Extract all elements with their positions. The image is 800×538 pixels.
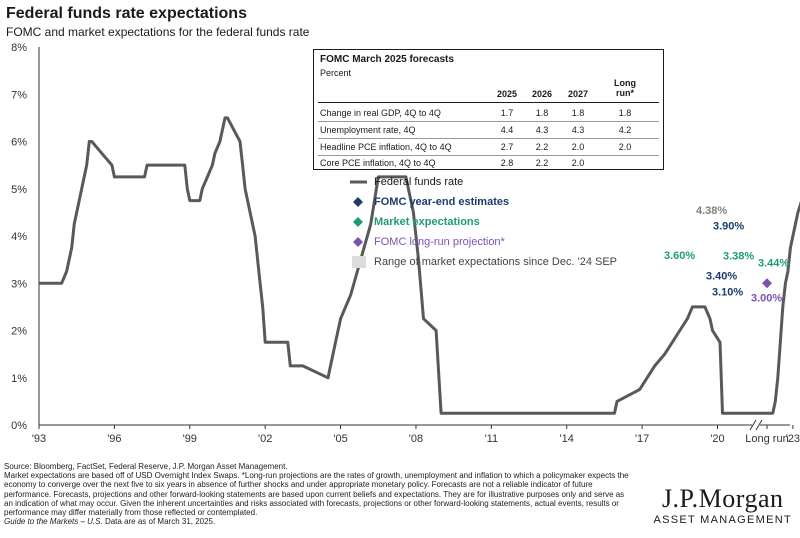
table-cell: 1.8 [535,108,549,118]
jpmorgan-logo: J.P.Morgan ASSET MANAGEMENT [653,484,792,526]
x-tick-label: '93 [32,433,46,445]
x-tick-label: '11 [485,433,499,445]
diamond-icon [353,197,363,207]
axis-break-mark [749,419,757,431]
x-tick-label: '05 [333,433,347,445]
chart-title: Federal funds rate expectations [6,5,247,22]
table-cell: 1.7 [500,108,514,118]
x-tick-label: '99 [183,433,197,445]
legend-label: Market expectations [374,216,480,228]
square-swatch-icon [352,256,366,268]
footer-date: Data are as of March 31, 2025. [102,517,216,527]
table-cell: 2.8 [500,158,514,168]
fomc-forecast-table: FOMC March 2025 forecasts Percent 2025 2… [313,49,664,170]
label-current-rate: 4.38% [696,205,727,217]
x-tick-label: '08 [409,433,423,445]
footer-guide-title: Guide to the Markets – U.S. [4,517,103,527]
diamond-icon [353,217,363,227]
label-fomc-2026: 3.40% [706,270,737,282]
table-divider [318,155,659,156]
legend-label: FOMC year-end estimates [374,196,510,208]
fed-funds-line [39,116,800,415]
y-tick-label: 3% [11,278,27,290]
table-row-label: Change in real GDP, 4Q to 4Q [320,108,441,118]
axis-break-mark [755,419,763,431]
table-divider [318,102,659,103]
table-header: 2026 [531,89,553,99]
y-tick-label: 1% [11,373,27,385]
table-cell: 2.2 [535,158,549,168]
legend-label: FOMC long-run projection* [374,236,505,248]
label-longrun: 3.00% [751,292,782,304]
label-market-2026: 3.38% [723,250,754,262]
label-market-2025: 3.60% [664,250,695,262]
footer-notes: Source: Bloomberg, FactSet, Federal Rese… [4,462,634,526]
table-header: 2025 [496,89,518,99]
table-cell: 2.0 [618,142,632,152]
table-cell: 1.8 [571,108,585,118]
table-unit: Percent [320,68,352,78]
y-tick-label: 6% [11,137,27,149]
table-cell: 2.2 [535,142,549,152]
legend-label: Range of market expectations since Dec. … [374,256,618,268]
x-tick-label: '23 [786,433,800,445]
x-tick-label: '20 [710,433,724,445]
y-tick-label: 5% [11,184,27,196]
table-divider [318,138,659,139]
line-swatch-icon [350,180,367,184]
logo-tagline: ASSET MANAGEMENT [653,514,792,526]
x-tick-label: '17 [635,433,649,445]
table-header: 2027 [567,89,589,99]
table-title: FOMC March 2025 forecasts [320,54,454,65]
label-fomc-2025: 3.90% [713,221,744,233]
table-cell: 4.2 [618,125,632,135]
diamond-icon [353,237,363,247]
legend-label: Federal funds rate [374,176,464,188]
table-header: Long run* [614,78,636,98]
table-row-label: Headline PCE inflation, 4Q to 4Q [320,142,452,152]
y-tick-label: 4% [11,231,27,243]
projection-marks: 4.38% 3.90% 3.60% 3.38% 3.44% 3.40% 3.10% 3.00% [664,205,789,304]
table-cell: 1.8 [618,108,632,118]
table-cell: 2.7 [500,142,514,152]
chart-axes: 0% 1% 2% 3% 4% 5% 6% 7% 8% '93 '96 '99 '02 '05 '08 '11 '… [11,42,800,445]
y-tick-label: 0% [11,420,27,432]
x-tick-label: '02 [258,433,272,445]
x-tick-label: '14 [560,433,574,445]
table-cell: 4.3 [535,125,549,135]
label-market-2027: 3.44% [758,257,789,269]
y-tick-label: 2% [11,326,27,338]
chart-subtitle: FOMC and market expectations for the fed… [6,25,310,39]
label-fomc-2027: 3.10% [712,287,743,299]
table-row-label: Core PCE inflation, 4Q to 4Q [320,158,436,168]
table-cell: 4.3 [571,125,585,135]
x-tick-label: Long run [745,433,788,445]
x-tick-label: '96 [107,433,121,445]
table-cell: 2.0 [571,142,585,152]
fed-funds-chart: 0% 1% 2% 3% 4% 5% 6% 7% 8% '93 '96 '99 '02 '05 '08 '11 '… [11,42,800,445]
footer-source: Source: Bloomberg, FactSet, Federal Rese… [4,462,288,471]
table-divider [318,121,659,122]
footer-disclaimer: Market expectations are based off of USD… [4,471,629,518]
table-cell: 2.0 [571,158,585,168]
footer-guide: Guide to the Markets – U.S. Data are as … [4,517,634,526]
y-tick-label: 7% [11,89,27,101]
longrun-point [762,278,772,289]
logo-wordmark: J.P.Morgan [661,484,784,513]
table-row-label: Unemployment rate, 4Q [320,125,416,135]
y-tick-label: 8% [11,42,27,54]
table-cell: 4.4 [500,125,514,135]
